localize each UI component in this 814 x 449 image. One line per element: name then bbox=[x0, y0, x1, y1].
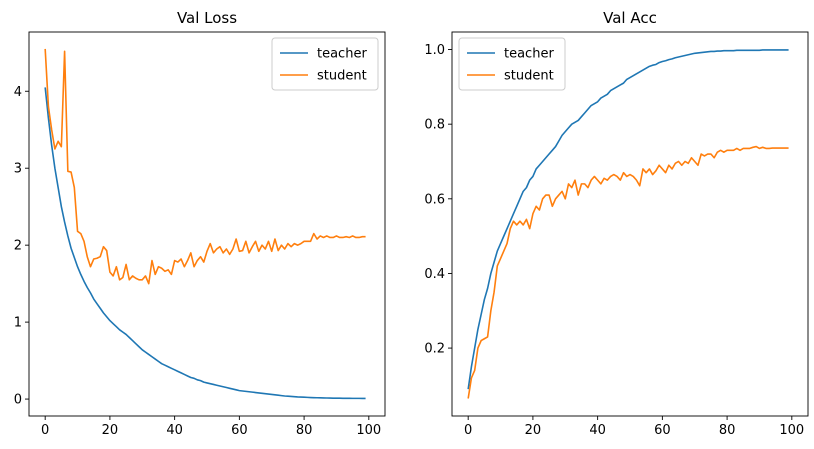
axes-frame bbox=[28, 31, 386, 417]
y-tick-label: 2 bbox=[14, 239, 22, 254]
axes-frame bbox=[451, 31, 809, 417]
x-tick-label: 100 bbox=[779, 423, 804, 438]
x-tick-label: 80 bbox=[719, 423, 736, 438]
x-tick-label: 0 bbox=[41, 423, 49, 438]
chart-title: Val Acc bbox=[603, 9, 657, 27]
legend-box bbox=[271, 37, 379, 91]
x-tick-label: 100 bbox=[356, 423, 381, 438]
x-tick-label: 60 bbox=[231, 423, 248, 438]
y-tick-label: 0 bbox=[14, 393, 22, 408]
legend-label-student: student bbox=[504, 69, 554, 84]
y-tick-label: 1 bbox=[14, 316, 22, 331]
legend: teacher student bbox=[458, 37, 566, 91]
legend-box bbox=[458, 37, 566, 91]
y-tick-label: 1.0 bbox=[424, 43, 445, 58]
y-tick-label: 3 bbox=[14, 162, 22, 177]
series-line-teacher bbox=[467, 49, 789, 390]
series-line-student bbox=[467, 145, 789, 399]
chart-title: Val Loss bbox=[177, 9, 237, 27]
x-tick-label: 20 bbox=[102, 423, 119, 438]
y-tick-label: 0.6 bbox=[424, 192, 445, 207]
legend-label-teacher: teacher bbox=[317, 47, 367, 62]
legend: teacher student bbox=[271, 37, 379, 91]
x-tick-label: 40 bbox=[589, 423, 606, 438]
x-tick-label: 40 bbox=[166, 423, 183, 438]
legend-label-teacher: teacher bbox=[504, 47, 554, 62]
y-tick-label: 0.2 bbox=[424, 342, 445, 357]
series-line-student bbox=[44, 48, 366, 285]
x-tick-label: 20 bbox=[525, 423, 542, 438]
y-tick-label: 0.8 bbox=[424, 118, 445, 133]
x-tick-label: 0 bbox=[464, 423, 472, 438]
x-tick-label: 60 bbox=[654, 423, 671, 438]
x-tick-label: 80 bbox=[296, 423, 313, 438]
series-line-teacher bbox=[44, 87, 366, 400]
chart-panel-1: Val Loss 0 20 40 60 80 100 0 1 2 3 4 teacher student bbox=[14, 9, 386, 438]
y-tick-label: 0.4 bbox=[424, 267, 445, 282]
y-tick-label: 4 bbox=[14, 85, 22, 100]
chart-panel-2: Val Acc 0 20 40 60 80 100 0.2 0.4 0.6 0.8 1.0 teache… bbox=[424, 9, 809, 438]
legend-label-student: student bbox=[317, 69, 367, 84]
